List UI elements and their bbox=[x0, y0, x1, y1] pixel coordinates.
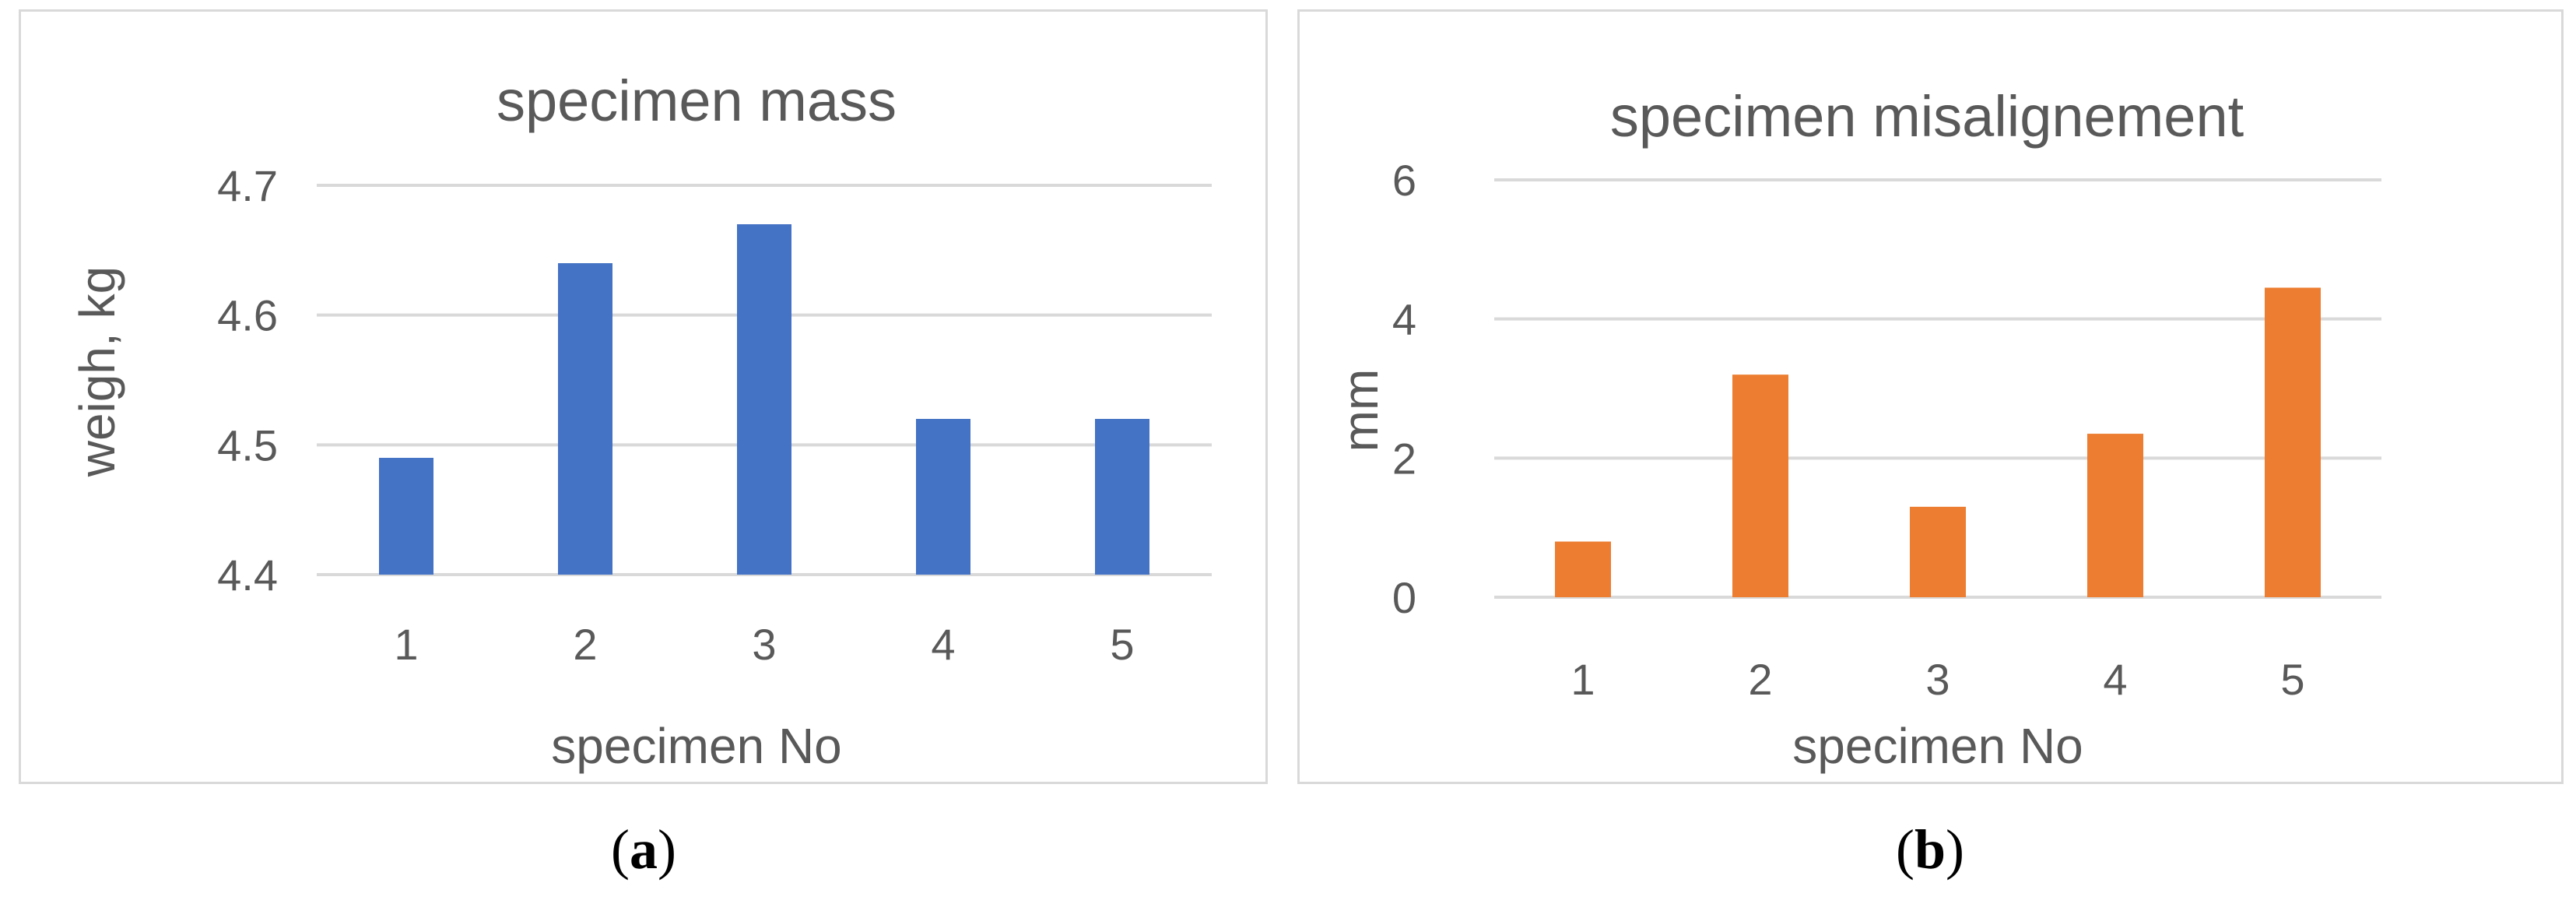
chart-a-title: specimen mass bbox=[497, 69, 897, 133]
bar bbox=[379, 458, 433, 575]
bar bbox=[2087, 434, 2143, 597]
y-tick-label: 0 bbox=[1392, 573, 1416, 622]
chart-panel-b: specimen misalignement 0 2 4 6 1 2 3 4 5 specim… bbox=[1297, 9, 2564, 784]
y-tick-label: 4.5 bbox=[217, 420, 278, 470]
y-tick-label: 4.7 bbox=[217, 161, 278, 210]
bar bbox=[1555, 541, 1611, 597]
chart-b-ylabel: mm bbox=[1332, 369, 1388, 452]
bar bbox=[916, 419, 970, 575]
bar bbox=[558, 263, 612, 575]
x-tick-label: 1 bbox=[1571, 655, 1595, 704]
caption-a-letter: a bbox=[630, 818, 658, 881]
bar bbox=[1910, 506, 1966, 597]
y-tick-label: 4.6 bbox=[217, 291, 278, 340]
y-tick-label: 4.4 bbox=[217, 550, 278, 600]
x-tick-label: 2 bbox=[573, 620, 597, 669]
chart-a-svg: specimen mass 4.4 4.5 4.6 4.7 1 2 3 4 5 specime… bbox=[69, 69, 1212, 774]
caption-a: (a) bbox=[611, 818, 676, 881]
x-tick-label: 3 bbox=[1925, 655, 1950, 704]
chart-a-xlabel: specimen No bbox=[551, 718, 842, 774]
y-tick-label: 6 bbox=[1392, 156, 1416, 205]
x-tick-label: 4 bbox=[931, 620, 955, 669]
caption-b-letter: b bbox=[1914, 818, 1946, 881]
bar bbox=[737, 224, 791, 575]
x-tick-label: 5 bbox=[1110, 620, 1134, 669]
chart-a-ylabel: weigh, kg bbox=[69, 266, 125, 477]
x-tick-label: 1 bbox=[394, 620, 418, 669]
x-tick-label: 2 bbox=[1748, 655, 1772, 704]
chart-panel-a: specimen mass 4.4 4.5 4.6 4.7 1 2 3 4 5 specime… bbox=[19, 9, 1268, 784]
y-tick-label: 4 bbox=[1392, 295, 1416, 344]
caption-b: (b) bbox=[1895, 818, 1964, 881]
bar bbox=[1095, 419, 1149, 575]
chart-b-title: specimen misalignement bbox=[1610, 84, 2244, 149]
x-tick-label: 5 bbox=[2280, 655, 2304, 704]
x-tick-label: 4 bbox=[2103, 655, 2127, 704]
bar bbox=[1732, 375, 1788, 597]
chart-b-svg: specimen misalignement 0 2 4 6 1 2 3 4 5 specim… bbox=[1332, 84, 2381, 774]
chart-b-xlabel: specimen No bbox=[1792, 718, 2083, 774]
x-tick-label: 3 bbox=[752, 620, 776, 669]
y-tick-label: 2 bbox=[1392, 434, 1416, 483]
bar bbox=[2265, 287, 2321, 597]
